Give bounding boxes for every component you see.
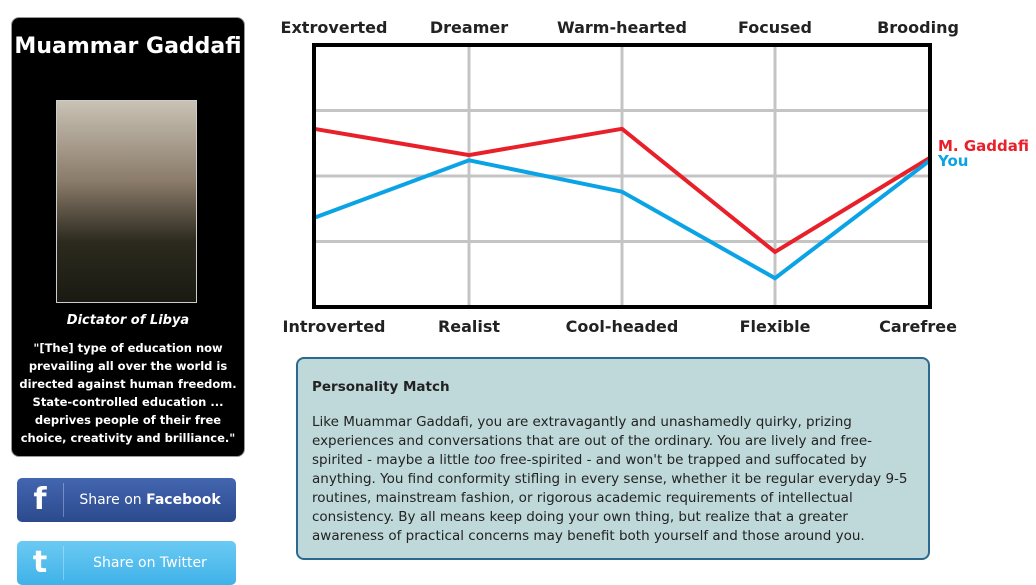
axis-label-carefree: Carefree [879,317,957,336]
series-line-you [313,158,932,281]
series-line-gaddafi [313,126,932,255]
profile-title: Dictator of Libya [66,313,190,328]
share-twitter-button[interactable]: t Share on Twitter [17,541,236,585]
axis-label-focused: Focused [738,18,812,37]
profile-name: Muammar Gaddafi [14,34,242,59]
legend-gaddafi: M. Gaddafi [938,137,1029,155]
facebook-icon: f [17,483,64,517]
profile-card: Muammar Gaddafi Dictator of Libya "[The]… [11,17,245,457]
share-twitter-label: Share on Twitter [93,555,207,571]
share-label: Share on [79,492,147,508]
facebook-brand: Facebook [146,492,221,508]
personality-match-panel: Personality Match Like Muammar Gaddafi, … [296,357,930,560]
axis-label-introverted: Introverted [282,317,386,336]
axis-label-extroverted: Extroverted [280,18,388,37]
share-facebook-button[interactable]: f Share on Facebook [17,478,236,522]
axis-label-brooding: Brooding [877,18,959,37]
axis-label-flexible: Flexible [739,317,811,336]
profile-photo [56,100,197,303]
chart-frame [312,43,932,309]
axis-label-dreamer: Dreamer [429,18,509,37]
profile-quote: "[The] type of education now prevailing … [19,341,237,445]
twitter-icon: t [17,546,64,580]
axis-label-warm-hearted: Warm-hearted [557,18,687,37]
match-heading: Personality Match [312,379,450,395]
axis-label-realist: Realist [437,317,501,336]
match-text: Like Muammar Gaddafi, you are extravagan… [312,414,908,544]
axis-label-cool-headed: Cool-headed [565,317,679,336]
legend-you: You [938,152,969,170]
